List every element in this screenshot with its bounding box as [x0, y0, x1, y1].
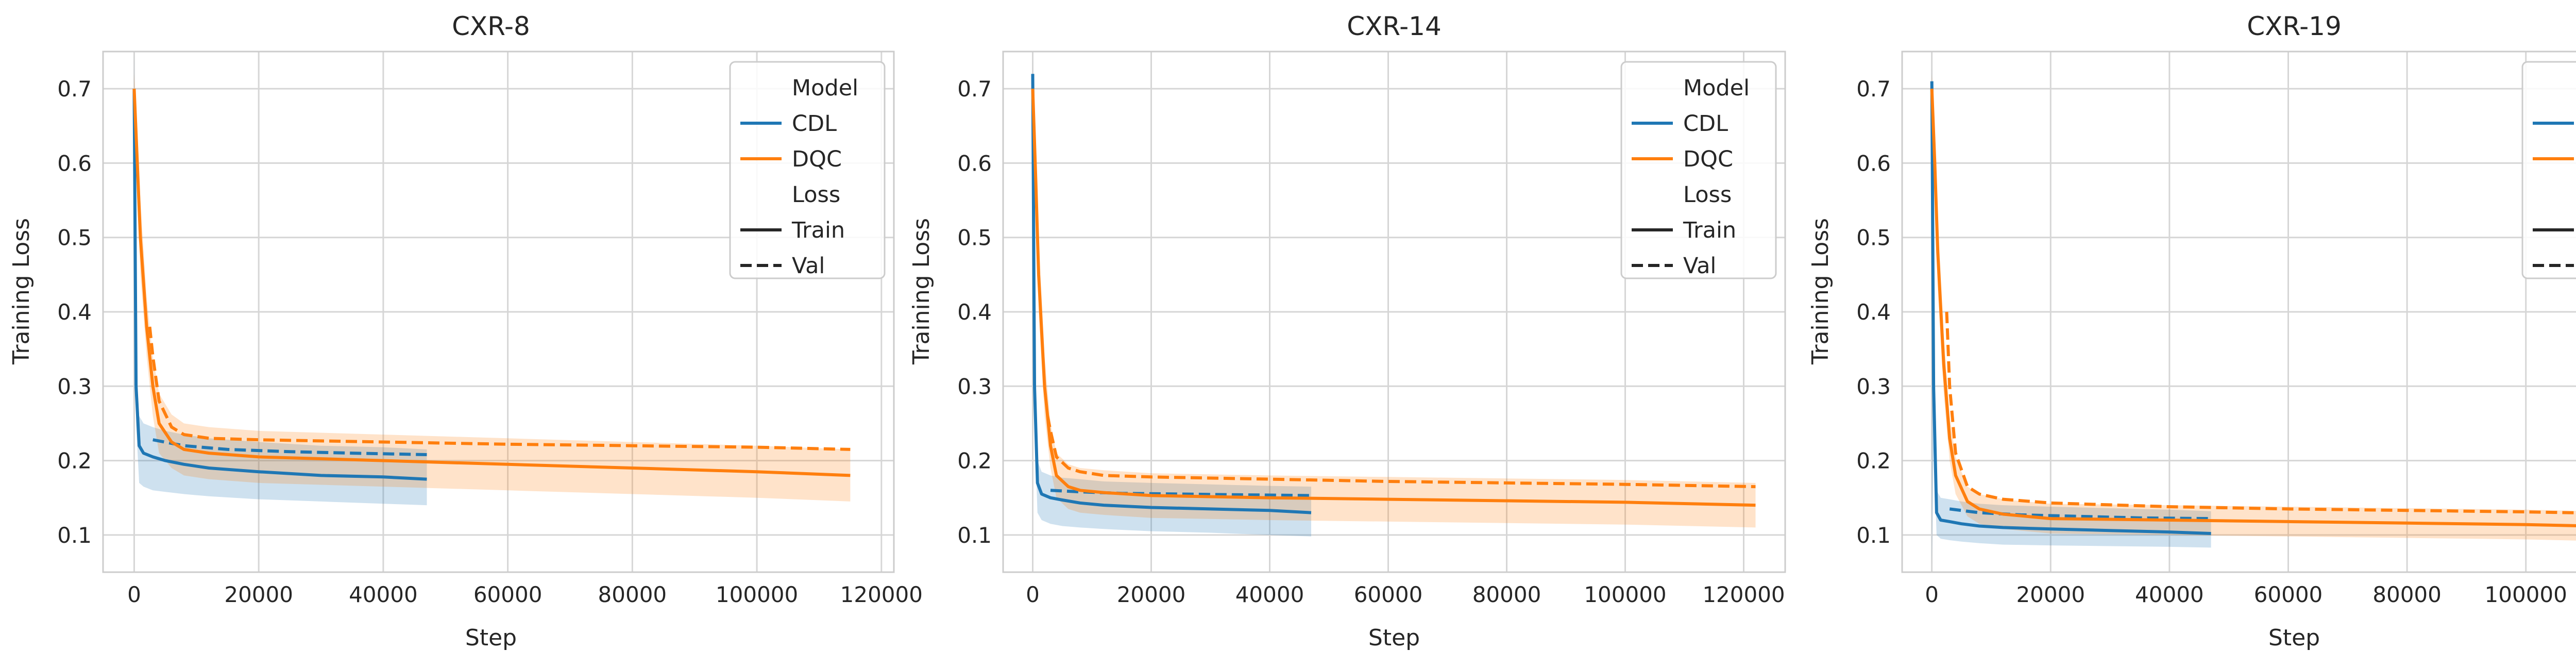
- legend-box: [729, 61, 886, 279]
- confidence-band-cdl-train: [1931, 66, 2211, 565]
- y-tick-label: 0.5: [957, 225, 992, 251]
- series-line-cdl-val: [1050, 489, 1312, 497]
- y-tick-label: 0.7: [1856, 76, 1891, 102]
- x-tick-label: 60000: [473, 582, 543, 607]
- x-tick-label: 100000: [2485, 582, 2567, 607]
- y-tick-label: 0.4: [957, 299, 992, 325]
- x-tick-label: 80000: [1472, 582, 1541, 607]
- legend-label-train: Train: [791, 218, 845, 243]
- legend-label-dqc: DQC: [792, 146, 842, 172]
- legend-label-dqc: DQC: [1683, 146, 1733, 172]
- series-line-cdl-train: [1031, 74, 1312, 514]
- x-tick-label: 40000: [1235, 582, 1304, 607]
- y-tick-label: 0.4: [1856, 299, 1891, 325]
- y-tick-label: 0.6: [957, 151, 992, 176]
- panel-cxr-14: CXR-14 Step Training Loss 0 20000 40000 600…: [908, 11, 1786, 651]
- y-tick-label: 0.2: [57, 448, 92, 474]
- y-tick-label: 0.3: [1856, 374, 1891, 399]
- x-tick-label: 0: [127, 582, 141, 607]
- chart-title: CXR-8: [452, 11, 530, 41]
- legend-label-loss: Loss: [792, 182, 840, 208]
- x-tick-label: 120000: [840, 582, 923, 607]
- x-tick-label: 20000: [224, 582, 293, 607]
- x-tick-label: 20000: [1117, 582, 1186, 607]
- x-tick-label: 100000: [716, 582, 798, 607]
- x-tick-label: 80000: [598, 582, 667, 607]
- series-line-dqc-val: [148, 326, 851, 451]
- chart-title: CXR-14: [1347, 11, 1442, 41]
- y-tick-label: 0.3: [957, 374, 992, 399]
- series-line-dqc-val: [1945, 311, 2576, 514]
- panel-cxr-19: CXR-19 Step Training Loss 0 20000 40000 600…: [1807, 11, 2576, 651]
- series-line-cdl-train: [1930, 81, 2211, 535]
- legend-label-loss: Loss: [1683, 182, 1732, 208]
- y-tick-label: 0.1: [957, 523, 992, 548]
- confidence-band-dqc-train: [134, 74, 851, 502]
- y-axis-label: Training Loss: [8, 218, 35, 365]
- x-axis-label: Step: [465, 625, 517, 651]
- data-layer: [132, 52, 851, 506]
- x-tick-label: 60000: [2254, 582, 2323, 607]
- y-tick-label: 0.5: [1856, 225, 1891, 251]
- legend-label-cdl: CDL: [1683, 111, 1728, 137]
- legend: Model CDL DQC Loss Train Val: [729, 61, 886, 279]
- y-tick-label: 0.3: [57, 374, 92, 399]
- y-tick-label: 0.2: [1856, 448, 1891, 474]
- x-tick-label: 0: [1026, 582, 1040, 607]
- confidence-band-cdl-train: [1032, 59, 1311, 537]
- y-tick-label: 0.1: [1856, 523, 1891, 548]
- y-axis-label: Training Loss: [908, 218, 935, 365]
- y-tick-label: 0.6: [57, 151, 92, 176]
- y-tick-label: 0.6: [1856, 151, 1891, 176]
- x-tick-label: 0: [1925, 582, 1939, 607]
- x-axis-label: Step: [1368, 625, 1420, 651]
- axes-frame: [102, 51, 895, 573]
- legend-label-train: Train: [1683, 218, 1736, 243]
- x-tick-label: 60000: [1354, 582, 1423, 607]
- axes-frame: [1901, 51, 2576, 573]
- series-line-dqc-train: [1031, 88, 1756, 507]
- y-axis-label: Training Loss: [1807, 218, 1834, 365]
- data-layer: [1031, 59, 1756, 537]
- y-tick-label: 0.7: [57, 76, 92, 102]
- y-tick-label: 0.2: [957, 448, 992, 474]
- series-line-cdl-train: [132, 89, 427, 481]
- x-tick-label: 40000: [349, 582, 418, 607]
- legend: Model CDL DQC Loss Train Val: [1620, 61, 1777, 279]
- chart-title: CXR-19: [2247, 11, 2342, 41]
- x-tick-label: 20000: [2016, 582, 2085, 607]
- x-tick-label: 40000: [2135, 582, 2204, 607]
- legend-label-cdl: CDL: [792, 111, 837, 137]
- data-layer: [1930, 66, 2576, 565]
- panel-cxr-8: CXR-8 Step Training Loss 0 20000 40000 6000…: [8, 11, 923, 651]
- legend-label-model: Model: [792, 75, 858, 101]
- x-tick-label: 120000: [1702, 582, 1785, 607]
- legend-label-val: Val: [1683, 253, 1716, 279]
- series-line-cdl-val: [1949, 507, 2211, 521]
- confidence-band-dqc-train: [1032, 74, 1756, 528]
- y-tick-label: 0.5: [57, 225, 92, 251]
- legend-label-model: Model: [1683, 75, 1750, 101]
- x-tick-label: 100000: [1584, 582, 1666, 607]
- legend-box: [1620, 61, 1777, 279]
- y-tick-label: 0.7: [957, 76, 992, 102]
- series-line-dqc-train: [1930, 88, 2576, 527]
- y-tick-label: 0.1: [57, 523, 92, 548]
- y-tick-label: 0.4: [57, 299, 92, 325]
- gridlines: [1003, 52, 1785, 572]
- x-axis-label: Step: [2268, 625, 2320, 651]
- legend-label-val: Val: [792, 253, 825, 279]
- series-line-dqc-train: [132, 88, 851, 477]
- series-line-dqc-val: [1046, 415, 1756, 489]
- axes-frame: [1002, 51, 1786, 573]
- legend-box: [2521, 61, 2576, 279]
- x-tick-label: 80000: [2372, 582, 2442, 607]
